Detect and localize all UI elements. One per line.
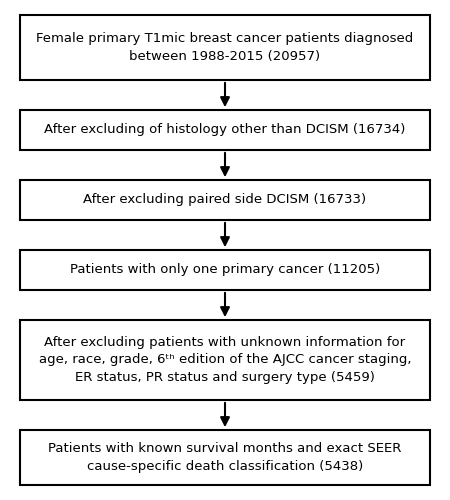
Text: Patients with known survival months and exact SEER
cause-specific death classifi: Patients with known survival months and … <box>48 442 402 473</box>
FancyBboxPatch shape <box>20 180 430 220</box>
Text: Patients with only one primary cancer (11205): Patients with only one primary cancer (1… <box>70 264 380 276</box>
FancyBboxPatch shape <box>20 250 430 290</box>
FancyBboxPatch shape <box>20 320 430 400</box>
Text: After excluding paired side DCISM (16733): After excluding paired side DCISM (16733… <box>83 194 367 206</box>
Text: After excluding of histology other than DCISM (16734): After excluding of histology other than … <box>44 124 406 136</box>
Text: Female primary T1mic breast cancer patients diagnosed
between 1988-2015 (20957): Female primary T1mic breast cancer patie… <box>36 32 414 62</box>
Text: After excluding patients with unknown information for
age, race, grade, 6ᵗʰ edit: After excluding patients with unknown in… <box>39 336 411 384</box>
FancyBboxPatch shape <box>20 110 430 150</box>
FancyBboxPatch shape <box>20 430 430 485</box>
FancyBboxPatch shape <box>20 15 430 80</box>
